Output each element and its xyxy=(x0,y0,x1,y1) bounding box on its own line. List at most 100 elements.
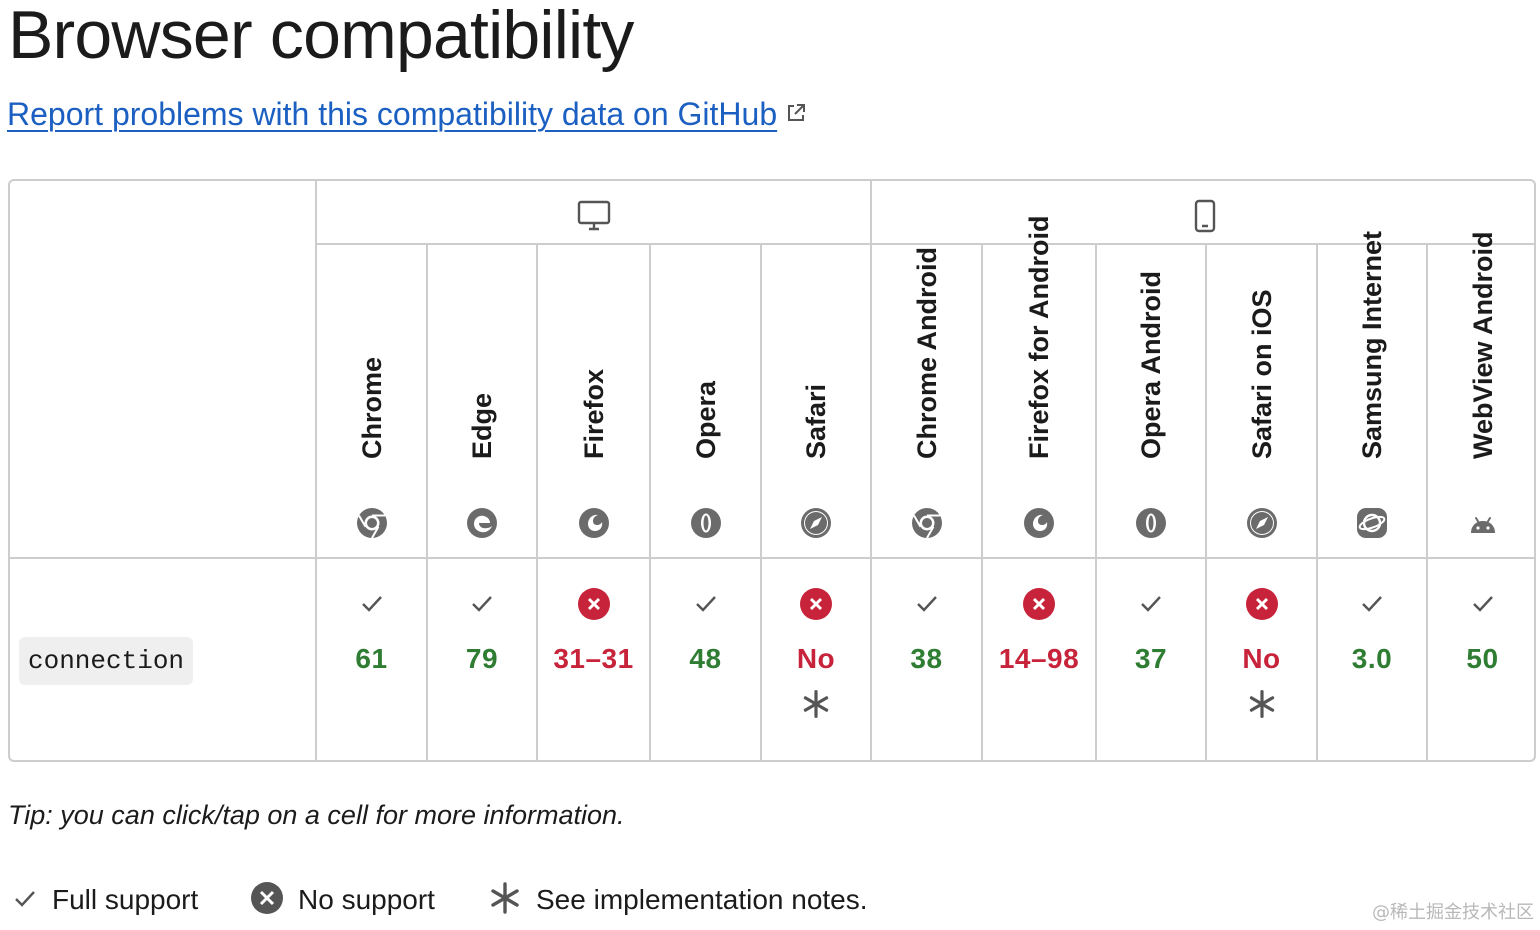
browser-header: Opera xyxy=(650,245,761,557)
check-icon xyxy=(12,885,38,916)
browser-name: Edge xyxy=(467,392,497,459)
legend-label: Full support xyxy=(52,884,199,915)
mobile-icon xyxy=(1188,199,1222,238)
desktop-icon xyxy=(577,199,611,238)
browser-name: Opera xyxy=(690,380,721,459)
browser-name: Samsung Internet xyxy=(1357,230,1387,459)
support-cell[interactable]: 61 xyxy=(316,559,427,760)
no-support-icon xyxy=(799,587,833,621)
column-divider xyxy=(1316,243,1318,760)
check-icon xyxy=(465,587,499,621)
check-icon xyxy=(689,587,723,621)
browser-name: Chrome Android xyxy=(911,247,942,459)
column-divider xyxy=(1095,243,1097,760)
legend-label: No support xyxy=(298,884,435,915)
column-divider xyxy=(1426,243,1428,760)
support-version: 48 xyxy=(689,643,722,674)
column-divider xyxy=(315,181,317,760)
check-icon xyxy=(1355,587,1389,621)
asterisk-icon xyxy=(1247,689,1277,719)
browser-name: Safari on iOS xyxy=(1246,289,1277,459)
browser-name: Chrome xyxy=(356,356,387,459)
column-divider xyxy=(649,243,651,760)
legend-full-support: Full support xyxy=(12,878,198,922)
browser-name: WebView Android xyxy=(1467,231,1498,459)
check-icon xyxy=(1134,587,1168,621)
column-divider xyxy=(1205,243,1207,760)
asterisk-icon xyxy=(801,689,831,719)
report-problems-link[interactable]: Report problems with this compatibility … xyxy=(7,96,807,133)
chrome-icon xyxy=(356,507,388,539)
firefox-icon xyxy=(1023,507,1055,539)
safari-icon xyxy=(1246,507,1278,539)
support-version: 3.0 xyxy=(1351,643,1393,674)
support-cell[interactable]: 38 xyxy=(871,559,982,760)
browser-header: Chrome xyxy=(316,245,427,557)
browser-header: Samsung Internet xyxy=(1317,231,1427,557)
column-divider xyxy=(870,181,872,760)
external-link-icon xyxy=(785,95,807,132)
column-divider xyxy=(981,243,983,760)
no-support-icon xyxy=(1022,587,1056,621)
support-version: 38 xyxy=(910,643,943,674)
browser-name: Firefox for Android xyxy=(1024,215,1054,460)
chrome-icon xyxy=(911,507,943,539)
browser-header: Chrome Android xyxy=(871,245,982,557)
browser-header: Safari xyxy=(761,245,871,557)
support-cell[interactable]: 31–31 xyxy=(537,559,650,760)
legend-notes: See implementation notes. xyxy=(488,878,868,922)
support-version: No xyxy=(1242,643,1281,674)
page-title: Browser compatibility xyxy=(8,0,634,73)
check-icon xyxy=(910,587,944,621)
no-support-icon xyxy=(577,587,611,621)
column-divider xyxy=(760,243,762,760)
support-cell[interactable]: 50 xyxy=(1427,559,1534,760)
browser-name: Opera Android xyxy=(1136,270,1166,459)
legend: Full support No support See implementati… xyxy=(0,878,1540,922)
support-cell[interactable]: 3.0 xyxy=(1317,559,1427,760)
support-version: 37 xyxy=(1134,643,1168,674)
support-cell[interactable]: 37 xyxy=(1096,559,1206,760)
compatibility-table: connection Chrome 61 Edge 79 Firefox 31–31 Ope… xyxy=(8,179,1536,762)
check-icon xyxy=(1466,587,1500,621)
safari-icon xyxy=(800,507,832,539)
row-divider xyxy=(316,243,1534,245)
tip-text: Tip: you can click/tap on a cell for mor… xyxy=(8,800,625,830)
browser-header: WebView Android xyxy=(1427,231,1534,557)
column-divider xyxy=(536,243,538,760)
samsung-internet-icon xyxy=(1356,507,1388,539)
browser-header: Safari on iOS xyxy=(1206,245,1317,557)
browser-header: Edge xyxy=(427,245,537,557)
browser-header: Firefox for Android xyxy=(982,216,1096,557)
browser-header: Opera Android xyxy=(1096,245,1206,557)
support-version: 79 xyxy=(465,643,499,674)
row-divider xyxy=(10,557,1534,559)
report-link-label: Report problems with this compatibility … xyxy=(7,96,778,132)
android-icon xyxy=(1467,507,1499,539)
support-cell[interactable]: No xyxy=(1206,559,1317,760)
watermark: @稀土掘金技术社区 xyxy=(1372,902,1534,923)
opera-icon xyxy=(1135,507,1167,539)
check-icon xyxy=(355,587,389,621)
no-support-icon xyxy=(1245,587,1279,621)
browser-name: Safari xyxy=(801,383,831,459)
legend-no-support: No support xyxy=(250,878,435,922)
legend-label: See implementation notes. xyxy=(536,884,868,915)
support-cell[interactable]: 48 xyxy=(650,559,761,760)
browser-name: Firefox xyxy=(578,368,609,459)
browser-header: Firefox xyxy=(537,245,650,557)
opera-icon xyxy=(690,507,722,539)
support-version: 50 xyxy=(1466,643,1499,674)
column-divider xyxy=(426,243,428,760)
support-version: 14–98 xyxy=(998,643,1080,674)
support-version: No xyxy=(796,643,836,674)
feature-name[interactable]: connection xyxy=(19,637,194,685)
asterisk-icon xyxy=(488,881,522,920)
support-cell[interactable]: 14–98 xyxy=(982,559,1096,760)
support-cell[interactable]: No xyxy=(761,559,871,760)
edge-icon xyxy=(466,507,498,539)
support-cell[interactable]: 79 xyxy=(427,559,537,760)
support-version: 61 xyxy=(355,643,388,674)
no-support-icon xyxy=(250,881,284,920)
firefox-icon xyxy=(578,507,610,539)
